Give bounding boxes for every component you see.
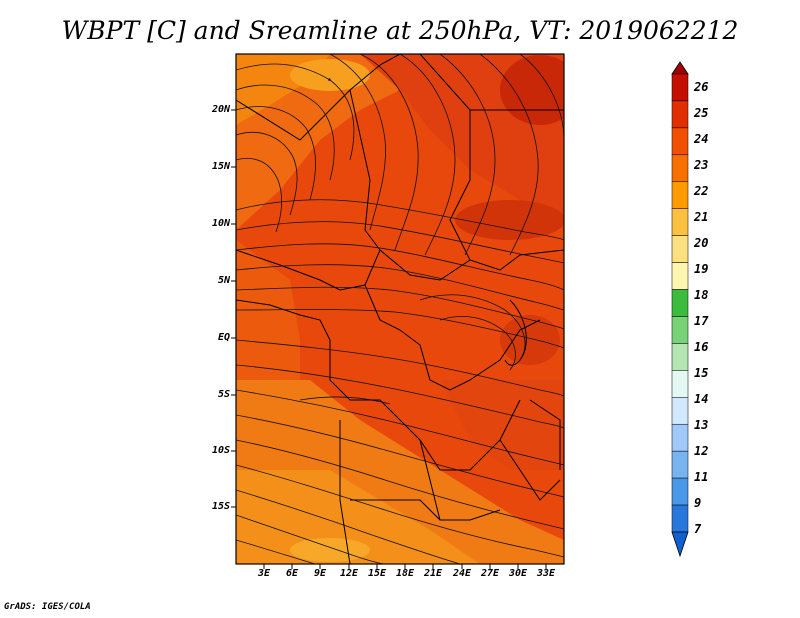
colorbar-label: 23 <box>694 158 709 172</box>
lon-tick-label: 21E <box>423 568 443 579</box>
lat-tick-label: 10N <box>211 218 230 229</box>
wbpt-shading <box>236 54 564 564</box>
colorbar-swatch <box>671 154 689 183</box>
page-title: WBPT [C] and Sreamline at 250hPa, VT: 20… <box>61 16 739 45</box>
lat-tick-label: EQ <box>217 332 230 343</box>
colorbar-label: 14 <box>694 392 709 406</box>
colorbar-label: 9 <box>694 496 702 510</box>
lon-tick-label: 9E <box>313 568 327 579</box>
colorbar-swatch <box>671 73 689 102</box>
streamlines <box>236 54 564 564</box>
colorbar-swatch <box>671 262 689 290</box>
lon-tick-label: 3E <box>257 568 271 579</box>
lon-tick-label: 6E <box>285 568 299 579</box>
colorbar-label: 21 <box>694 210 709 224</box>
lat-tick-label: 5N <box>217 275 230 286</box>
colorbar-swatch <box>671 127 689 156</box>
colorbar-label: 18 <box>694 288 709 302</box>
colorbar-label: 11 <box>694 470 709 484</box>
colorbar-label: 15 <box>694 366 709 380</box>
colorbar-swatch <box>671 423 689 452</box>
lon-tick-label: 30E <box>508 568 528 579</box>
colorbar-swatch <box>671 504 689 533</box>
colorbar-label: 13 <box>694 418 709 432</box>
axis-ticks <box>231 109 547 569</box>
colorbar-label: 12 <box>694 444 709 458</box>
lat-tick-label: 20N <box>211 104 230 115</box>
lat-tick-label: 5S <box>217 389 230 400</box>
colorbar-swatch <box>671 100 689 129</box>
colorbar-swatch <box>671 397 689 425</box>
colorbar-label: 19 <box>694 262 709 276</box>
colorbar-min-triangle <box>671 531 689 558</box>
colorbar-swatch <box>671 289 689 317</box>
colorbar-label: 16 <box>694 340 709 354</box>
colorbar-swatch <box>671 370 689 398</box>
colorbar-swatch <box>671 343 689 371</box>
lat-tick-label: 15S <box>211 501 230 512</box>
colorbar-label: 25 <box>694 106 709 120</box>
map-frame <box>235 53 565 565</box>
country-boundaries <box>236 54 564 564</box>
colorbar-label: 7 <box>694 522 702 536</box>
colorbar-label: 26 <box>694 80 709 94</box>
grads-credit: GrADS: IGES/COLA <box>4 602 91 612</box>
colorbar-swatch <box>671 235 689 263</box>
colorbar-swatch <box>671 316 689 344</box>
colorbar-swatch <box>671 208 689 236</box>
colorbar-label: 20 <box>694 236 709 250</box>
lon-tick-label: 24E <box>452 568 472 579</box>
colorbar-label: 22 <box>694 184 709 198</box>
colorbar-swatch <box>671 181 689 209</box>
colorbar-label: 24 <box>694 132 709 146</box>
lon-tick-label: 12E <box>339 568 359 579</box>
lon-tick-label: 27E <box>480 568 500 579</box>
colorbar-label: 17 <box>694 314 709 328</box>
colorbar-max-triangle <box>671 61 689 75</box>
lat-tick-label: 10S <box>211 445 230 456</box>
lon-tick-label: 33E <box>536 568 556 579</box>
colorbar-swatch <box>671 450 689 479</box>
lon-tick-label: 18E <box>395 568 415 579</box>
lat-tick-label: 15N <box>211 161 230 172</box>
lon-tick-label: 15E <box>367 568 387 579</box>
colorbar-swatch <box>671 477 689 506</box>
colorbar <box>671 61 689 558</box>
